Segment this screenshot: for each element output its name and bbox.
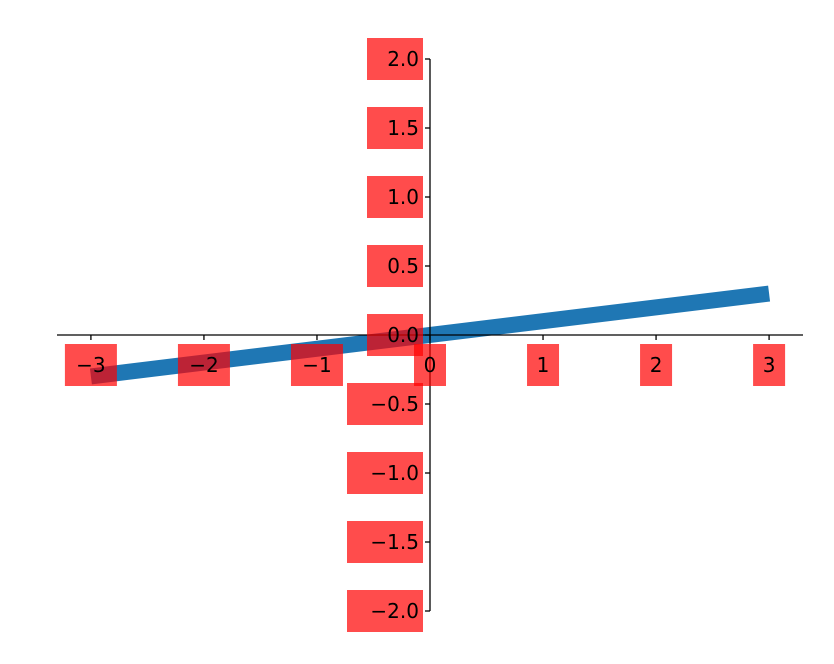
- y-tick-label: −1.0: [370, 461, 419, 485]
- y-tick: 0.0: [367, 314, 430, 356]
- plot-area: −3 −2 −1 0 1 2 3 2.0 1.5 1.0 0.5 0.0 −0.5 −1.0 −1.5 −2…: [57, 38, 803, 632]
- y-tick: −1.5: [347, 521, 430, 563]
- x-tick-label-box: [290, 344, 343, 386]
- x-tick-label-box: [640, 344, 673, 386]
- y-tick-label: −2.0: [370, 599, 419, 623]
- x-tick-label: −3: [76, 353, 105, 377]
- y-tick-label: 2.0: [387, 47, 419, 71]
- x-tick-label: 0: [424, 353, 437, 377]
- x-tick-label-box: [753, 344, 786, 386]
- y-tick-label: 0.5: [387, 254, 419, 278]
- y-tick: −0.5: [347, 383, 430, 425]
- y-tick-label-box: [347, 452, 423, 494]
- y-tick: 2.0: [367, 38, 430, 80]
- y-tick-label-box: [367, 245, 423, 287]
- x-tick-label-box: [527, 344, 560, 386]
- x-tick-label: −2: [189, 353, 218, 377]
- x-tick-label-box: [177, 344, 230, 386]
- y-tick-label: −1.5: [370, 530, 419, 554]
- y-tick-label: −0.5: [370, 392, 419, 416]
- x-tick: −3: [64, 335, 117, 386]
- y-tick-label: 0.0: [387, 323, 419, 347]
- y-tick-label: 1.5: [387, 116, 419, 140]
- y-tick-label-box: [347, 590, 423, 632]
- y-tick-label-box: [347, 521, 423, 563]
- x-tick: 1: [527, 335, 560, 386]
- x-tick: 2: [640, 335, 673, 386]
- y-tick-label-box: [367, 176, 423, 218]
- y-tick-label-box: [367, 314, 423, 356]
- x-tick-label-box: [64, 344, 117, 386]
- y-tick-label-box: [367, 38, 423, 80]
- x-tick-label: 1: [537, 353, 550, 377]
- x-tick: −2: [177, 335, 230, 386]
- y-tick-label-box: [347, 383, 423, 425]
- y-tick-label-box: [367, 107, 423, 149]
- x-tick: 3: [753, 335, 786, 386]
- y-tick: −2.0: [347, 590, 430, 632]
- y-axis-ticks: 2.0 1.5 1.0 0.5 0.0 −0.5 −1.0 −1.5 −2.0: [347, 38, 430, 632]
- y-tick: 1.5: [367, 107, 430, 149]
- x-tick-label: 2: [650, 353, 663, 377]
- x-tick: −1: [290, 335, 343, 386]
- y-tick: −1.0: [347, 452, 430, 494]
- y-tick: 0.5: [367, 245, 430, 287]
- x-tick-label: −1: [302, 353, 331, 377]
- x-tick-label: 3: [763, 353, 776, 377]
- y-tick: 1.0: [367, 176, 430, 218]
- y-tick-label: 1.0: [387, 185, 419, 209]
- x-axis-ticks: −3 −2 −1 0 1 2 3: [64, 335, 786, 386]
